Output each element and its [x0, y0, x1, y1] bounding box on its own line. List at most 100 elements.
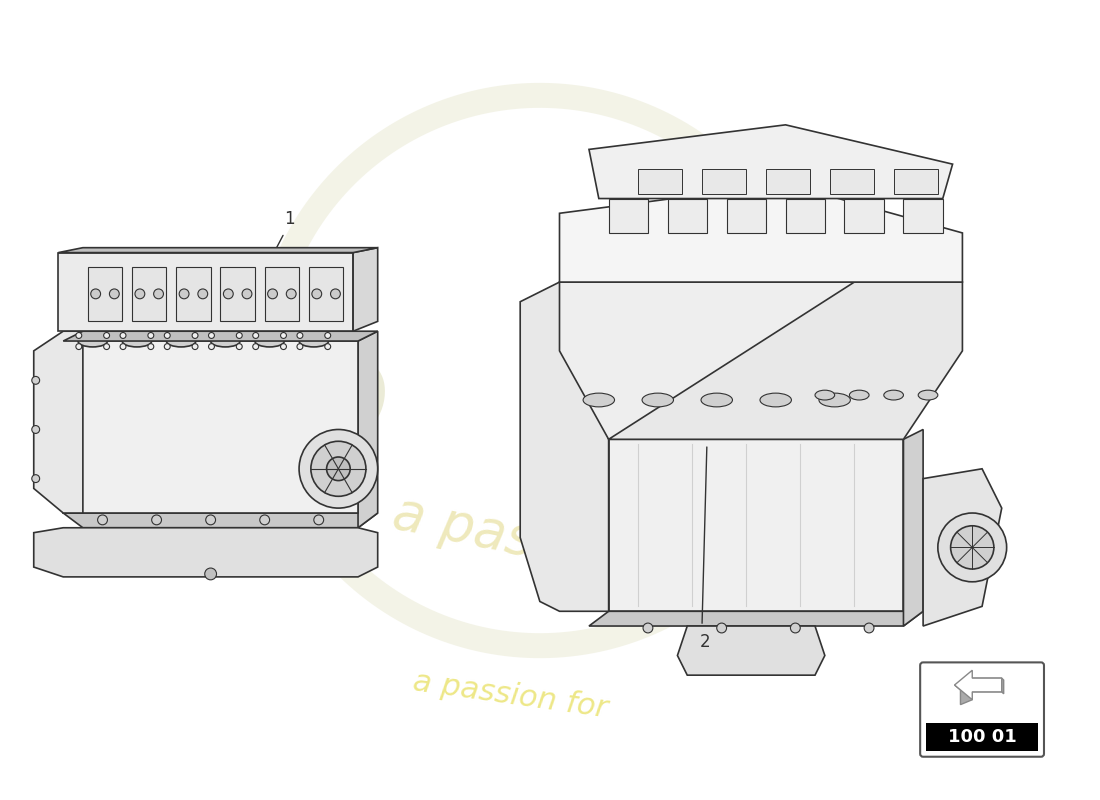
- Ellipse shape: [849, 390, 869, 400]
- Polygon shape: [923, 469, 1002, 626]
- Bar: [132, 267, 166, 322]
- Circle shape: [253, 333, 258, 338]
- Circle shape: [950, 526, 994, 569]
- Ellipse shape: [78, 335, 108, 347]
- Bar: [766, 169, 810, 194]
- Circle shape: [242, 289, 252, 298]
- Circle shape: [327, 457, 350, 481]
- Circle shape: [236, 333, 242, 338]
- Bar: [702, 169, 746, 194]
- FancyBboxPatch shape: [921, 662, 1044, 757]
- Ellipse shape: [883, 390, 903, 400]
- Ellipse shape: [122, 335, 152, 347]
- Circle shape: [865, 623, 874, 633]
- Polygon shape: [63, 513, 377, 528]
- Circle shape: [192, 333, 198, 338]
- Polygon shape: [58, 248, 377, 253]
- Circle shape: [103, 333, 110, 338]
- Bar: [903, 198, 943, 233]
- Circle shape: [32, 426, 40, 434]
- Polygon shape: [608, 282, 962, 439]
- Circle shape: [120, 333, 127, 338]
- Circle shape: [324, 333, 331, 338]
- Circle shape: [330, 289, 340, 298]
- Polygon shape: [358, 331, 377, 528]
- Bar: [638, 169, 682, 194]
- Circle shape: [223, 289, 233, 298]
- Ellipse shape: [583, 393, 615, 407]
- Ellipse shape: [642, 393, 673, 407]
- Circle shape: [179, 289, 189, 298]
- Circle shape: [280, 344, 286, 350]
- Circle shape: [644, 623, 653, 633]
- Polygon shape: [58, 253, 353, 331]
- Circle shape: [98, 515, 108, 525]
- Polygon shape: [608, 439, 903, 611]
- Circle shape: [280, 333, 286, 338]
- Circle shape: [297, 344, 302, 350]
- Circle shape: [205, 568, 217, 580]
- Circle shape: [206, 515, 216, 525]
- Polygon shape: [560, 184, 962, 282]
- Circle shape: [314, 515, 323, 525]
- Circle shape: [103, 344, 110, 350]
- Circle shape: [312, 289, 321, 298]
- Circle shape: [717, 623, 727, 633]
- Polygon shape: [588, 125, 953, 198]
- Circle shape: [76, 344, 81, 350]
- Circle shape: [324, 344, 331, 350]
- Bar: [608, 198, 648, 233]
- Circle shape: [120, 344, 127, 350]
- Bar: [785, 198, 825, 233]
- Circle shape: [938, 513, 1006, 582]
- Circle shape: [32, 474, 40, 482]
- Circle shape: [311, 442, 366, 496]
- Circle shape: [109, 289, 119, 298]
- Polygon shape: [34, 528, 377, 577]
- Text: a passion for: a passion for: [411, 666, 609, 723]
- Bar: [309, 267, 343, 322]
- Polygon shape: [678, 626, 825, 675]
- Circle shape: [32, 377, 40, 384]
- Ellipse shape: [166, 335, 196, 347]
- Polygon shape: [955, 678, 1003, 705]
- Ellipse shape: [255, 335, 284, 347]
- Circle shape: [253, 344, 258, 350]
- Circle shape: [209, 333, 214, 338]
- Polygon shape: [560, 282, 903, 439]
- Text: 100 01: 100 01: [948, 728, 1016, 746]
- Circle shape: [164, 333, 170, 338]
- Polygon shape: [588, 611, 923, 626]
- Polygon shape: [903, 430, 923, 626]
- Circle shape: [198, 289, 208, 298]
- Polygon shape: [353, 248, 377, 331]
- Ellipse shape: [299, 335, 329, 347]
- Bar: [926, 723, 1038, 751]
- Circle shape: [236, 344, 242, 350]
- Circle shape: [76, 333, 81, 338]
- Bar: [893, 169, 938, 194]
- Circle shape: [152, 515, 162, 525]
- Circle shape: [260, 515, 270, 525]
- Text: 085: 085: [700, 524, 871, 630]
- Text: elco: elco: [40, 326, 392, 474]
- Bar: [265, 267, 299, 322]
- Circle shape: [297, 333, 302, 338]
- Circle shape: [135, 289, 145, 298]
- Circle shape: [192, 344, 198, 350]
- Bar: [176, 267, 210, 322]
- Bar: [88, 267, 122, 322]
- Text: 1: 1: [284, 210, 295, 228]
- Text: a passion for: a passion for: [388, 486, 732, 608]
- Ellipse shape: [918, 390, 938, 400]
- Circle shape: [267, 289, 277, 298]
- Bar: [668, 198, 707, 233]
- Ellipse shape: [815, 390, 835, 400]
- Polygon shape: [520, 282, 608, 611]
- Polygon shape: [63, 341, 358, 513]
- Circle shape: [154, 289, 164, 298]
- Circle shape: [286, 289, 296, 298]
- Polygon shape: [34, 331, 82, 513]
- Ellipse shape: [210, 335, 240, 347]
- Bar: [727, 198, 766, 233]
